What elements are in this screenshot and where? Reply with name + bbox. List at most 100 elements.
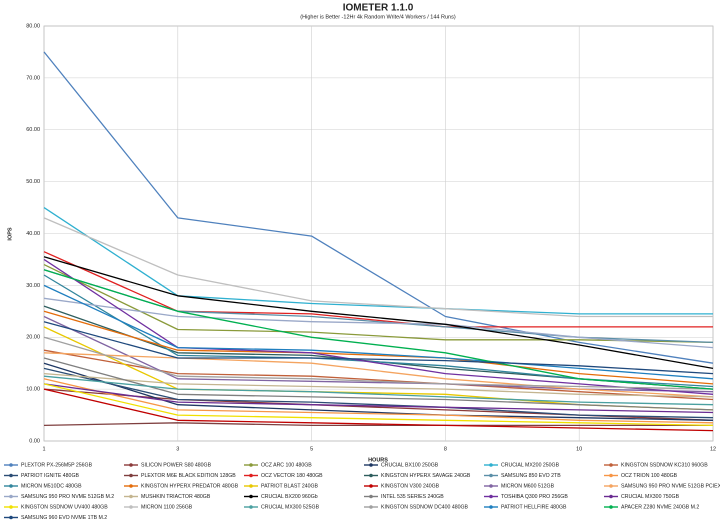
legend-label: KINGSTON SSDNOW KC310 960GB [621, 462, 708, 468]
legend-marker [489, 484, 493, 488]
x-tick-label: 5 [310, 446, 313, 452]
legend-marker [489, 505, 493, 509]
legend-label: KINGSTON V300 240GB [381, 483, 440, 489]
series-line [43, 256, 714, 370]
series-line [43, 269, 714, 390]
legend-label: OCZ ARC 100 480GB [261, 462, 312, 468]
legend-label: TOSHIBA Q300 PRO 256GB [501, 494, 568, 500]
legend-marker [489, 473, 493, 478]
legend-label: SAMSUNG 850 EVO 2TB [501, 473, 561, 479]
legend-marker [369, 505, 373, 509]
legend-marker [9, 473, 13, 478]
legend-label: KINGSTON HYPERX PREDATOR 480GB [141, 483, 239, 489]
legend-marker [369, 473, 373, 478]
legend-label: PLEXTOR M6E BLACK EDITION 128GB [141, 473, 236, 479]
y-tick-label: 70.00 [26, 75, 40, 81]
y-axis-label: IOPS [7, 227, 13, 240]
legend-marker [489, 463, 493, 467]
series-line [43, 51, 714, 364]
series-line [43, 357, 714, 411]
y-tick-label: 0.00 [29, 438, 40, 444]
legend-label: MICRON M600 512GB [501, 483, 555, 489]
legend-label: CRUCIAL BX100 250GB [381, 462, 439, 468]
legend-label: PATRIOT BLAST 240GB [261, 483, 319, 489]
legend-label: PLEXTOR PX-256M5P 256GB [21, 462, 93, 468]
legend-label: SAMSUNG 950 PRO NVME 512GB M.2 [21, 494, 114, 500]
legend-marker [129, 473, 133, 478]
legend-label: CRUCIAL MX300 525GB [261, 504, 320, 510]
series-line [43, 310, 714, 385]
series-line [43, 315, 714, 393]
legend-label: CRUCIAL MX300 750GB [621, 494, 680, 500]
x-tick-label: 12 [710, 446, 716, 452]
series-line [43, 378, 714, 424]
legend-label: SILICON POWER S80 480GB [141, 462, 212, 468]
x-tick-label: 1 [42, 446, 45, 452]
series-line [43, 375, 714, 406]
legend-marker [249, 505, 253, 509]
legend-marker [249, 484, 253, 488]
legend-label: OCZ VECTOR 180 480GB [261, 473, 323, 479]
legend-label: PATRIOT IGNITE 480GB [21, 473, 79, 479]
legend-label: KINGSTON HYPERX SAVAGE 240GB [381, 473, 471, 479]
series-line [43, 251, 713, 328]
legend-marker [249, 494, 253, 499]
legend-marker [609, 505, 613, 509]
y-tick-label: 40.00 [26, 231, 40, 237]
legend-label: KINGSTON SSDNOW UV400 480GB [21, 504, 108, 510]
series-line [43, 258, 714, 395]
legend-marker [609, 484, 613, 488]
series-line [43, 297, 714, 349]
legend-label: CRUCIAL MX200 250GB [501, 462, 560, 468]
x-axis-label: HOURS [368, 457, 388, 463]
series-line [43, 352, 714, 398]
series-line [43, 383, 714, 414]
legend-label: MICRON 1100 256GB [141, 504, 193, 510]
legend-marker [609, 463, 613, 467]
series-line [43, 372, 714, 398]
legend-label: INTEL 535 SERIES 240GB [381, 494, 444, 500]
legend-marker [129, 494, 133, 499]
legend-marker [609, 494, 613, 499]
legend-marker [369, 484, 373, 488]
chart-subtitle: (Higher is Better -12Hr 4k Random Write/… [300, 14, 456, 20]
legend-marker [249, 473, 253, 478]
legend-marker [129, 505, 133, 509]
legend-label: KINGSTON SSDNOW DC400 480GB [381, 504, 469, 510]
y-tick-label: 50.00 [26, 179, 40, 185]
series-line [43, 388, 714, 432]
series-line [43, 284, 714, 380]
legend-label: OCZ TRION 100 480GB [621, 473, 678, 479]
legend-marker [609, 473, 613, 478]
legend-label: APACER Z280 NVME 240GB M.2 [621, 504, 699, 510]
series-line [43, 422, 713, 427]
series-line [43, 321, 714, 375]
legend-marker [9, 494, 13, 499]
legend-label: MICRON M510DC 480GB [21, 483, 82, 489]
x-tick-label: 8 [444, 446, 447, 452]
x-tick-label: 3 [176, 446, 179, 452]
series-line [43, 362, 714, 421]
series-line [43, 264, 714, 344]
y-tick-label: 10.00 [26, 387, 40, 393]
series-line [43, 367, 714, 419]
y-tick-label: 30.00 [26, 283, 40, 289]
chart-title: IOMETER 1.1.0 [343, 3, 414, 14]
series-line [43, 207, 713, 315]
legend-marker [369, 494, 373, 499]
legend-label: CRUCIAL BX200 960Gb [261, 494, 318, 500]
legend-marker [129, 484, 133, 488]
legend-marker [129, 463, 133, 467]
legend-marker [9, 515, 13, 520]
x-tick-label: 10 [576, 446, 582, 452]
legend-marker [9, 463, 13, 467]
legend-marker [9, 484, 13, 488]
legend-label: PATRIOT HELLFIRE 480GB [501, 504, 567, 510]
series-line [43, 217, 713, 318]
y-tick-label: 60.00 [26, 127, 40, 133]
legend-label: MUSHKIN TRIACTOR 480GB [141, 494, 211, 500]
y-tick-label: 80.00 [26, 23, 40, 29]
legend-marker [249, 463, 253, 467]
series-line [43, 383, 714, 427]
